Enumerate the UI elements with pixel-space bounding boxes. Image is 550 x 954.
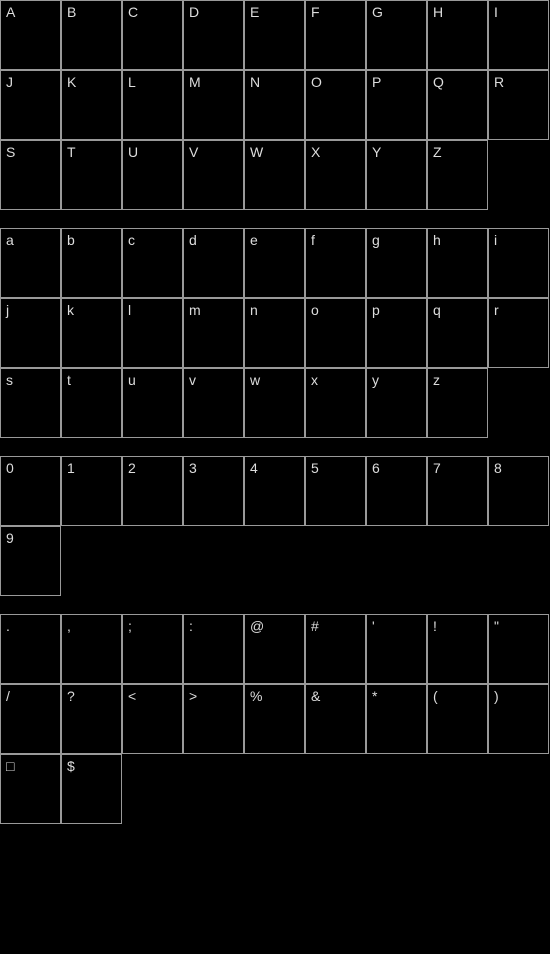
glyph-cell: i <box>488 228 549 298</box>
glyph-cell: f <box>305 228 366 298</box>
glyph-cell: 4 <box>244 456 305 526</box>
glyph-cell: M <box>183 70 244 140</box>
glyph-cell: B <box>61 0 122 70</box>
glyph-cell: W <box>244 140 305 210</box>
glyph-cell: * <box>366 684 427 754</box>
glyph-cell: l <box>122 298 183 368</box>
glyph-cell: > <box>183 684 244 754</box>
glyph-cell: , <box>61 614 122 684</box>
glyph-cell: : <box>183 614 244 684</box>
glyph-cell: q <box>427 298 488 368</box>
glyph-cell: c <box>122 228 183 298</box>
section-digits: 012345678 9 <box>0 456 549 596</box>
glyph-cell: % <box>244 684 305 754</box>
glyph-cell: X <box>305 140 366 210</box>
glyph-cell: r <box>488 298 549 368</box>
glyph-cell: I <box>488 0 549 70</box>
glyph-cell: R <box>488 70 549 140</box>
glyph-cell: ; <box>122 614 183 684</box>
glyph-cell: h <box>427 228 488 298</box>
glyph-cell: □ <box>0 754 61 824</box>
glyph-cell: 1 <box>61 456 122 526</box>
glyph-cell: m <box>183 298 244 368</box>
glyph-cell: 8 <box>488 456 549 526</box>
character-map-container: ABCDEFGHI JKLMNOPQR STUVWXYZabcdefghi jklmn… <box>0 0 550 824</box>
glyph-cell: N <box>244 70 305 140</box>
glyph-cell: 2 <box>122 456 183 526</box>
glyph-cell: e <box>244 228 305 298</box>
glyph-cell: ) <box>488 684 549 754</box>
glyph-cell: 7 <box>427 456 488 526</box>
section-gap <box>0 210 550 228</box>
section-gap <box>0 596 550 614</box>
glyph-cell: g <box>366 228 427 298</box>
glyph-cell: z <box>427 368 488 438</box>
glyph-cell: < <box>122 684 183 754</box>
glyph-cell: U <box>122 140 183 210</box>
glyph-cell: O <box>305 70 366 140</box>
glyph-cell: o <box>305 298 366 368</box>
section-gap <box>0 438 550 456</box>
glyph-cell: j <box>0 298 61 368</box>
glyph-cell: / <box>0 684 61 754</box>
glyph-cell: Z <box>427 140 488 210</box>
glyph-cell: s <box>0 368 61 438</box>
glyph-cell: a <box>0 228 61 298</box>
glyph-cell: C <box>122 0 183 70</box>
glyph-cell: Q <box>427 70 488 140</box>
section-lowercase: abcdefghi jklmnopqr stuvwxyz <box>0 228 549 438</box>
glyph-cell: . <box>0 614 61 684</box>
glyph-cell: 5 <box>305 456 366 526</box>
glyph-cell: v <box>183 368 244 438</box>
glyph-cell: w <box>244 368 305 438</box>
glyph-cell: y <box>366 368 427 438</box>
glyph-cell: 6 <box>366 456 427 526</box>
glyph-cell: 3 <box>183 456 244 526</box>
glyph-cell: ' <box>366 614 427 684</box>
glyph-cell: t <box>61 368 122 438</box>
glyph-cell: Y <box>366 140 427 210</box>
glyph-cell: K <box>61 70 122 140</box>
glyph-cell: E <box>244 0 305 70</box>
glyph-cell: J <box>0 70 61 140</box>
glyph-cell: 0 <box>0 456 61 526</box>
glyph-cell: @ <box>244 614 305 684</box>
section-symbols: .,;:@#'!" /?<>%&*() □$ <box>0 614 549 824</box>
glyph-cell: ? <box>61 684 122 754</box>
glyph-cell: L <box>122 70 183 140</box>
glyph-cell: F <box>305 0 366 70</box>
glyph-cell: P <box>366 70 427 140</box>
glyph-cell: k <box>61 298 122 368</box>
glyph-cell: H <box>427 0 488 70</box>
glyph-cell: d <box>183 228 244 298</box>
glyph-cell: G <box>366 0 427 70</box>
glyph-cell: T <box>61 140 122 210</box>
glyph-cell: V <box>183 140 244 210</box>
glyph-cell: u <box>122 368 183 438</box>
glyph-cell: n <box>244 298 305 368</box>
glyph-cell: & <box>305 684 366 754</box>
glyph-cell: p <box>366 298 427 368</box>
glyph-cell: # <box>305 614 366 684</box>
section-uppercase: ABCDEFGHI JKLMNOPQR STUVWXYZ <box>0 0 549 210</box>
glyph-cell: $ <box>61 754 122 824</box>
glyph-cell: S <box>0 140 61 210</box>
glyph-cell: ( <box>427 684 488 754</box>
glyph-cell: " <box>488 614 549 684</box>
glyph-cell: 9 <box>0 526 61 596</box>
glyph-cell: D <box>183 0 244 70</box>
glyph-cell: A <box>0 0 61 70</box>
glyph-cell: ! <box>427 614 488 684</box>
glyph-cell: x <box>305 368 366 438</box>
glyph-cell: b <box>61 228 122 298</box>
